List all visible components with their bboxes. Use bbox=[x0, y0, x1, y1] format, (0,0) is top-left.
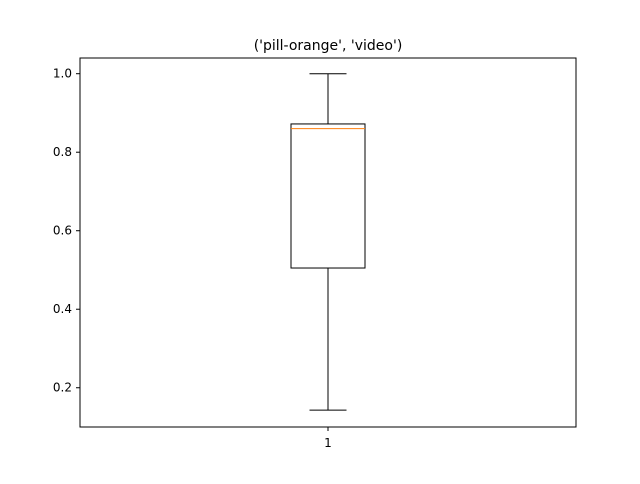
y-tick-label: 0.8 bbox=[53, 145, 72, 159]
y-tick-label: 0.2 bbox=[53, 381, 72, 395]
chart-title: ('pill-orange', 'video') bbox=[254, 38, 403, 54]
plot-area bbox=[290, 73, 366, 411]
y-axis: 0.2 0.4 0.6 0.8 1.0 bbox=[53, 67, 80, 395]
y-tick-label: 0.6 bbox=[53, 224, 72, 238]
y-tick-label: 0.4 bbox=[53, 302, 72, 316]
y-tick-label: 1.0 bbox=[53, 67, 72, 81]
x-axis: 1 bbox=[324, 427, 332, 450]
x-tick-label: 1 bbox=[324, 436, 332, 450]
interquartile-box bbox=[290, 123, 366, 269]
